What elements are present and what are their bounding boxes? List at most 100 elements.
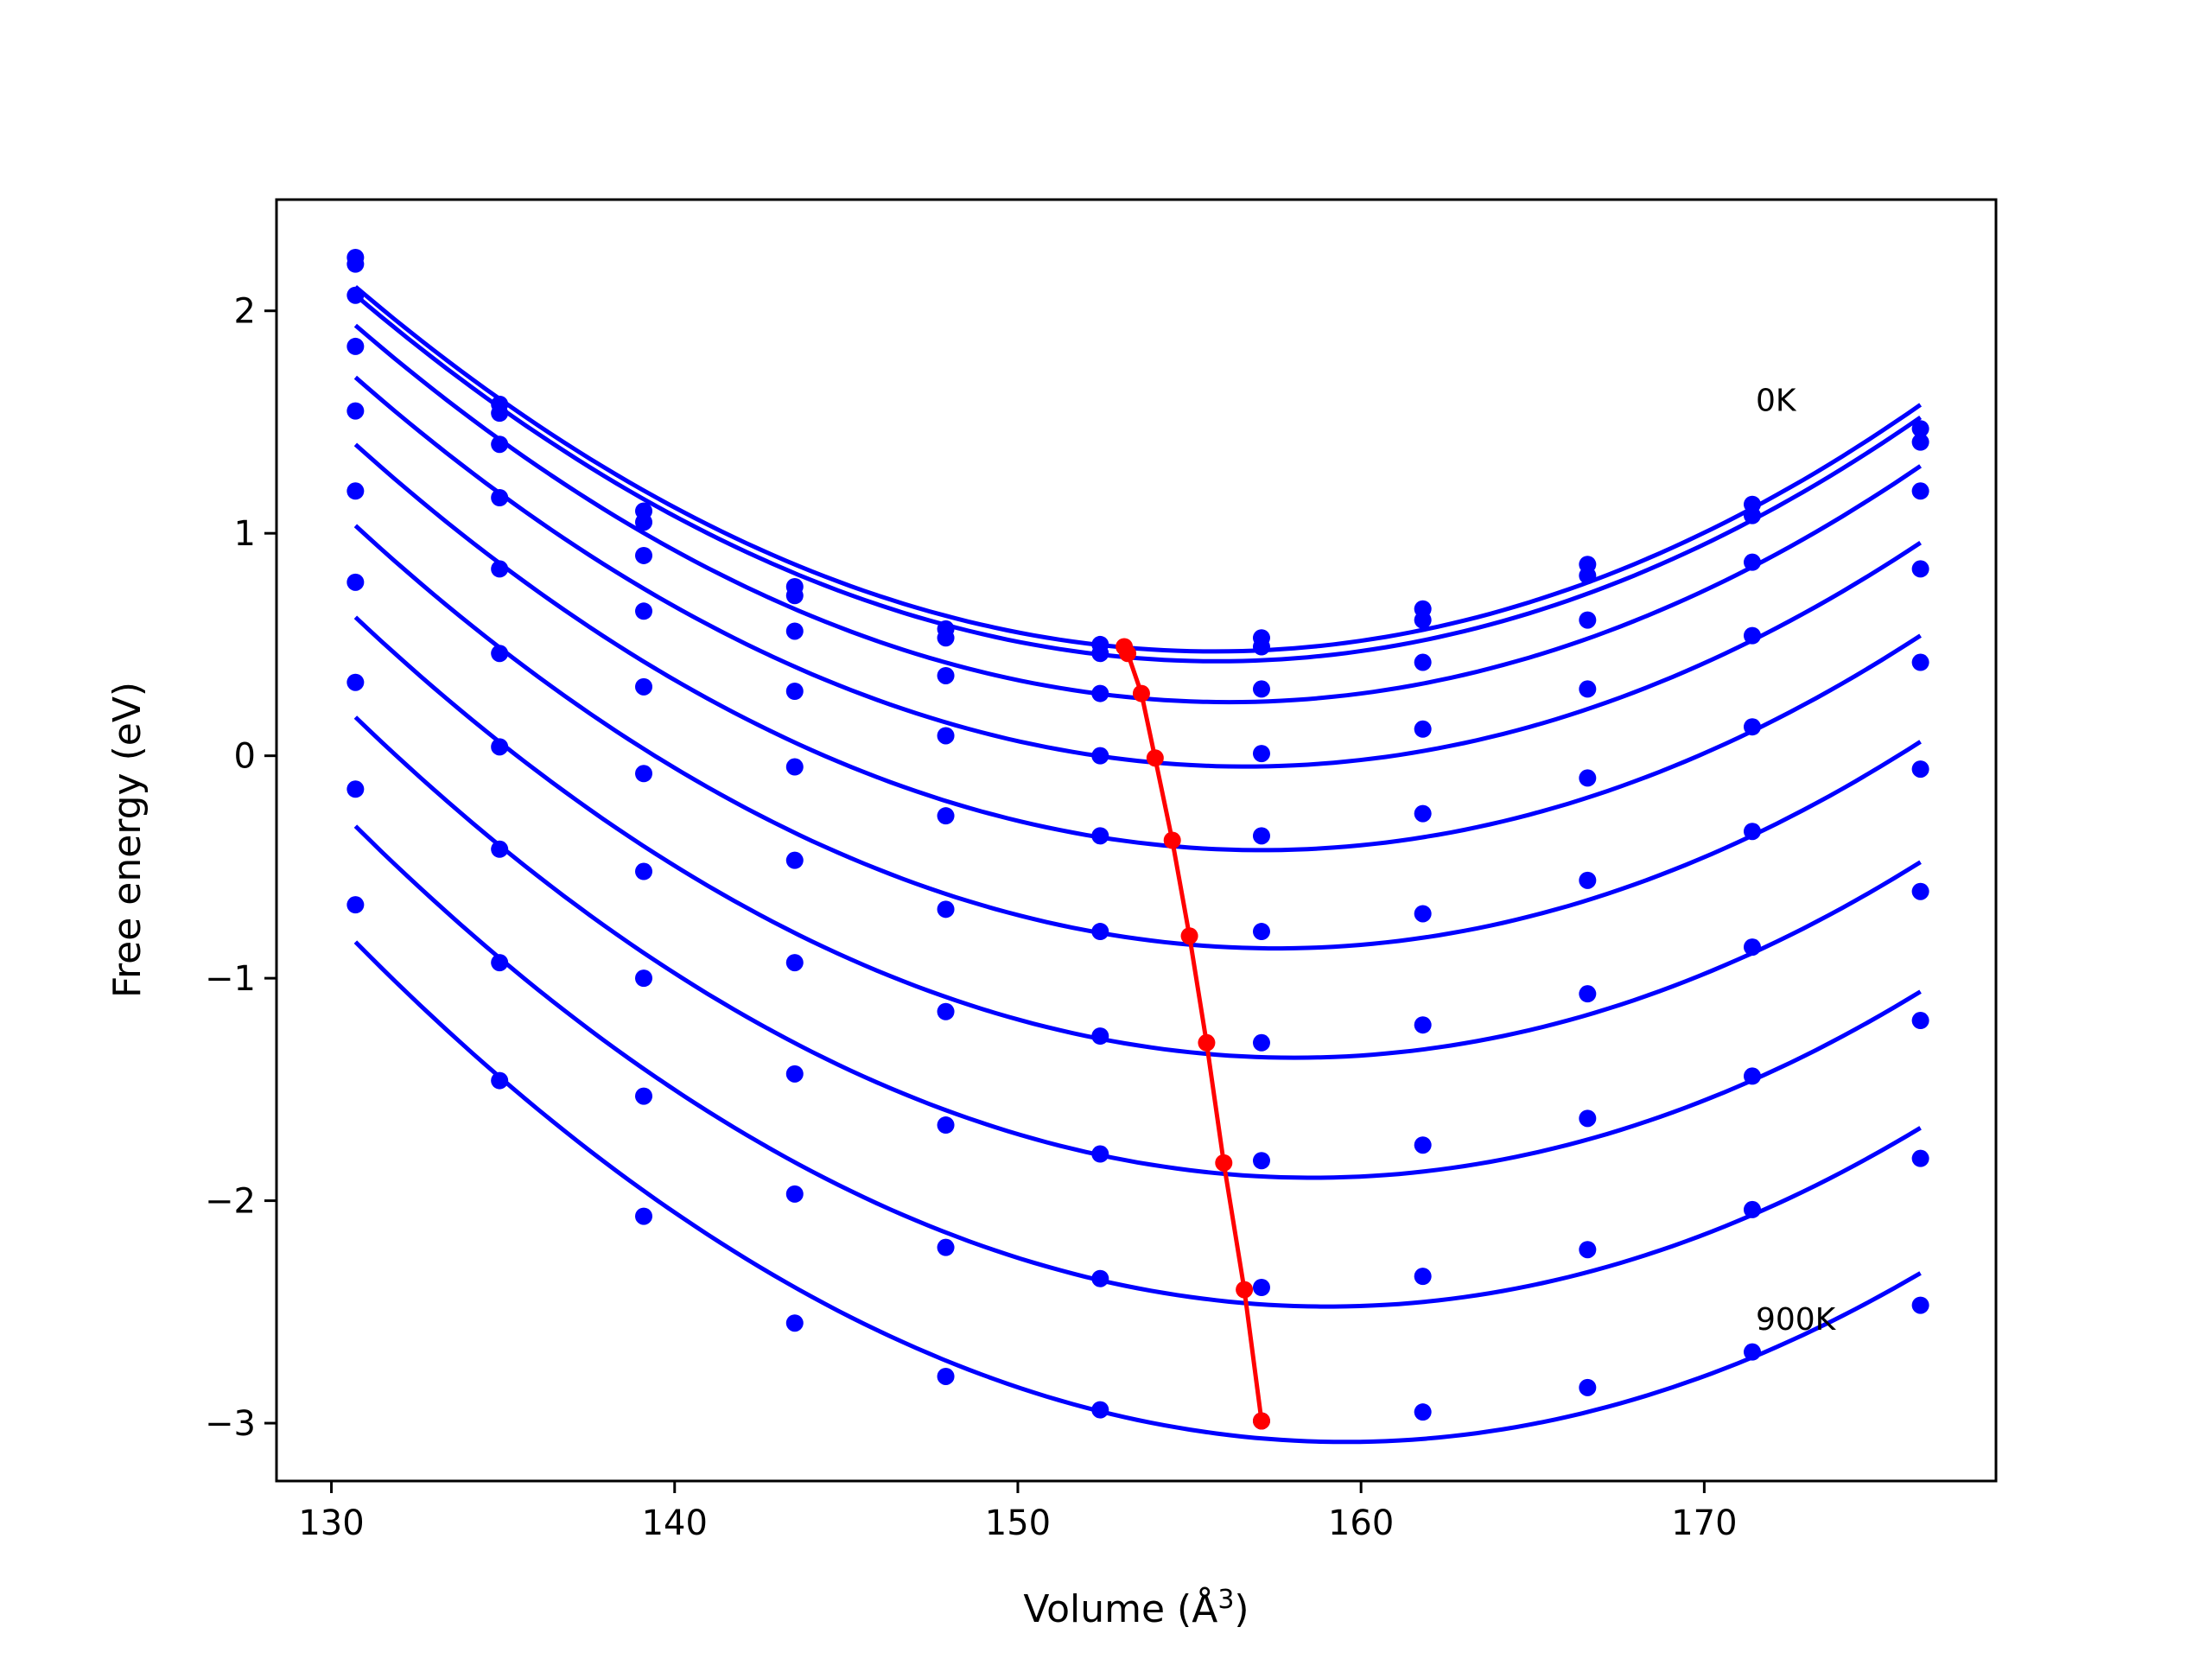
data-point bbox=[346, 573, 365, 591]
points-layer bbox=[346, 248, 1929, 1430]
data-point bbox=[635, 969, 653, 988]
data-point bbox=[1252, 745, 1270, 763]
data-point bbox=[1252, 827, 1270, 845]
curve-0 bbox=[353, 284, 1923, 654]
data-point bbox=[785, 622, 804, 640]
data-point bbox=[937, 807, 955, 825]
data-point bbox=[491, 738, 509, 756]
annotations: 0K 900K bbox=[1756, 384, 1837, 1338]
y-tick-label: −1 bbox=[205, 959, 256, 999]
y-tick-label: −3 bbox=[205, 1404, 256, 1444]
data-point bbox=[635, 513, 653, 531]
data-point bbox=[1091, 923, 1109, 941]
data-point bbox=[1743, 1067, 1761, 1085]
y-tick-label: 0 bbox=[234, 737, 256, 777]
data-point bbox=[1252, 1033, 1270, 1052]
minimum-point bbox=[1180, 927, 1198, 945]
data-point bbox=[1414, 653, 1432, 671]
x-axis-label: Volume (Å3) bbox=[1023, 1585, 1249, 1631]
data-point bbox=[1414, 1016, 1432, 1034]
curve-9 bbox=[353, 940, 1922, 1445]
data-point bbox=[937, 629, 955, 647]
minimum-point bbox=[1163, 831, 1181, 849]
data-point bbox=[346, 896, 365, 914]
x-tick-label: 150 bbox=[985, 1503, 1051, 1543]
data-point bbox=[1091, 1027, 1109, 1046]
minimum-point bbox=[1132, 684, 1150, 702]
data-point bbox=[491, 404, 509, 423]
data-point bbox=[1911, 760, 1929, 779]
data-point bbox=[635, 602, 653, 620]
data-point bbox=[491, 1071, 509, 1090]
data-point bbox=[1252, 923, 1270, 941]
data-point bbox=[937, 1238, 955, 1256]
data-point bbox=[1911, 420, 1929, 438]
data-point bbox=[1579, 611, 1597, 629]
data-point bbox=[1091, 827, 1109, 845]
data-point bbox=[1091, 1145, 1109, 1163]
data-point bbox=[1579, 769, 1597, 787]
data-point bbox=[1414, 611, 1432, 629]
data-point bbox=[491, 435, 509, 454]
curve-5 bbox=[353, 524, 1922, 951]
minimum-point bbox=[1215, 1154, 1233, 1172]
data-point bbox=[1743, 553, 1761, 571]
data-point bbox=[937, 727, 955, 745]
data-point bbox=[937, 1116, 955, 1135]
x-tick-label: 170 bbox=[1671, 1503, 1737, 1543]
data-point bbox=[1579, 680, 1597, 698]
data-point bbox=[1911, 1149, 1929, 1167]
data-point bbox=[1414, 905, 1432, 923]
curve-1 bbox=[353, 293, 1923, 664]
data-point bbox=[1414, 1136, 1432, 1154]
data-point bbox=[1911, 1296, 1929, 1314]
data-point bbox=[785, 1185, 804, 1203]
data-point bbox=[785, 1065, 804, 1083]
data-point bbox=[1091, 1269, 1109, 1287]
data-point bbox=[491, 840, 509, 858]
data-point bbox=[937, 900, 955, 918]
data-point bbox=[1252, 680, 1270, 698]
y-axis-ticks: −3 −2 −1 0 1 2 bbox=[205, 292, 276, 1444]
data-point bbox=[635, 677, 653, 696]
data-point bbox=[785, 587, 804, 605]
data-point bbox=[1911, 482, 1929, 500]
data-point bbox=[1091, 684, 1109, 702]
minimum-point bbox=[1119, 645, 1137, 663]
data-point bbox=[1911, 882, 1929, 900]
minimum-point bbox=[1236, 1281, 1254, 1299]
data-point bbox=[1091, 1401, 1109, 1419]
curve-7 bbox=[353, 715, 1922, 1180]
data-point bbox=[1743, 626, 1761, 645]
curve-6 bbox=[353, 615, 1922, 1060]
data-point bbox=[785, 1314, 804, 1332]
data-point bbox=[1743, 506, 1761, 524]
data-point bbox=[937, 666, 955, 684]
data-point bbox=[346, 402, 365, 420]
y-axis-label: Free energy (eV) bbox=[105, 682, 149, 998]
data-point bbox=[1414, 804, 1432, 823]
data-point bbox=[785, 682, 804, 700]
data-point bbox=[785, 758, 804, 776]
data-point bbox=[346, 673, 365, 691]
data-point bbox=[1911, 433, 1929, 451]
minimum-point bbox=[1146, 749, 1164, 767]
curve-3 bbox=[353, 375, 1922, 769]
curve-8 bbox=[353, 824, 1922, 1309]
data-point bbox=[1743, 1343, 1761, 1361]
data-point bbox=[1743, 823, 1761, 841]
data-point bbox=[1091, 747, 1109, 765]
data-point bbox=[1579, 1241, 1597, 1259]
data-point bbox=[1911, 560, 1929, 578]
data-point bbox=[346, 482, 365, 500]
data-point bbox=[635, 546, 653, 564]
data-point bbox=[635, 765, 653, 783]
minimum-point bbox=[1252, 1412, 1270, 1430]
data-point bbox=[491, 954, 509, 972]
temperature-annotation: 900K bbox=[1756, 1302, 1837, 1338]
x-tick-label: 140 bbox=[642, 1503, 708, 1543]
data-point bbox=[1911, 1012, 1929, 1030]
data-point bbox=[1091, 645, 1109, 663]
data-point bbox=[1252, 1279, 1270, 1297]
temperature-annotation: 0K bbox=[1756, 384, 1797, 419]
